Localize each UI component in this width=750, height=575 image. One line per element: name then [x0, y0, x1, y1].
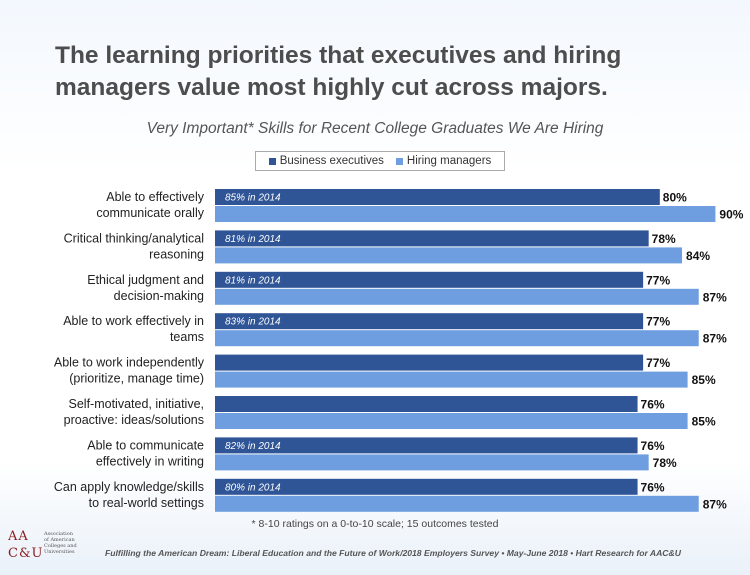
annotation-2014: 80% in 2014 [225, 482, 281, 493]
category-label: Able to work independently (prioritize, m… [54, 356, 205, 386]
value-label-business: 76% [641, 398, 665, 412]
category-label: Self-motivated, initiative, proactive: id… [64, 397, 204, 427]
bar-business-executives [215, 230, 649, 247]
category-label: Able to communicate effectively in writin… [87, 438, 204, 468]
bar-business-executives [215, 271, 644, 288]
value-label-hiring: 87% [703, 332, 727, 346]
legend-swatch-hiring [395, 157, 403, 165]
bar-hiring-managers [215, 413, 688, 429]
bar-business-executives [215, 354, 644, 371]
logo-caption: Association of American Colleges and Univer… [44, 531, 77, 555]
value-label-business: 80% [663, 191, 687, 205]
legend-label-business: Business executives [279, 155, 384, 167]
annotation-2014: 81% in 2014 [225, 234, 281, 245]
bar-business-executives [215, 478, 638, 495]
aacu-logo: AA C&U Association of American Colleges and… [8, 528, 98, 568]
bar-business-executives [215, 189, 660, 205]
bar-business-executives [215, 313, 644, 330]
value-label-hiring: 87% [703, 290, 727, 304]
annotation-2014: 85% in 2014 [225, 193, 281, 204]
value-label-business: 77% [646, 315, 670, 329]
value-label-hiring: 87% [703, 497, 727, 511]
bar-hiring-managers [215, 495, 699, 512]
value-label-hiring: 85% [692, 415, 716, 429]
annotation-2014: 82% in 2014 [225, 441, 281, 452]
value-label-business: 78% [652, 232, 676, 246]
bar-hiring-managers [215, 206, 716, 222]
category-label: Able to work effectively in teams [63, 314, 204, 344]
category-label: Critical thinking/analytical reasoning [64, 231, 204, 261]
value-label-business: 76% [641, 439, 665, 453]
bar-business-executives [215, 396, 638, 412]
legend-swatch-business [268, 157, 276, 165]
bar-hiring-managers [215, 330, 699, 347]
value-label-hiring: 84% [686, 249, 710, 263]
annotation-2014: 81% in 2014 [225, 275, 281, 286]
category-label: Ethical judgment and decision-making [87, 273, 204, 303]
chart-legend: Business executives Hiring managers [255, 151, 505, 171]
category-label: Able to effectively communicate orally [96, 190, 204, 220]
legend-item-business: Business executives [268, 155, 384, 167]
logo-mark: AA C&U [8, 529, 44, 561]
source-line: Fulfilling the American Dream: Liberal E… [105, 548, 681, 558]
chart-subtitle: Very Important* Skills for Recent Colleg… [146, 120, 604, 137]
bar-hiring-managers [215, 454, 649, 471]
value-label-hiring: 90% [719, 208, 743, 222]
footnote: * 8-10 ratings on a 0-to-10 scale; 15 ou… [251, 518, 499, 530]
bar-hiring-managers [215, 247, 683, 264]
legend-item-hiring: Hiring managers [395, 155, 492, 167]
bar-hiring-managers [215, 288, 699, 305]
legend-label-hiring: Hiring managers [406, 155, 492, 167]
value-label-hiring: 85% [692, 373, 716, 387]
value-label-business: 77% [646, 356, 670, 370]
slide-title: The learning priorities that executives … [55, 42, 622, 101]
category-label: Can apply knowledge/skills to real-world … [54, 480, 204, 510]
annotation-2014: 83% in 2014 [225, 317, 281, 328]
value-label-business: 76% [641, 480, 665, 494]
value-label-hiring: 78% [653, 456, 677, 470]
value-label-business: 77% [646, 273, 670, 287]
bar-business-executives [215, 437, 638, 454]
bar-hiring-managers [215, 371, 688, 388]
